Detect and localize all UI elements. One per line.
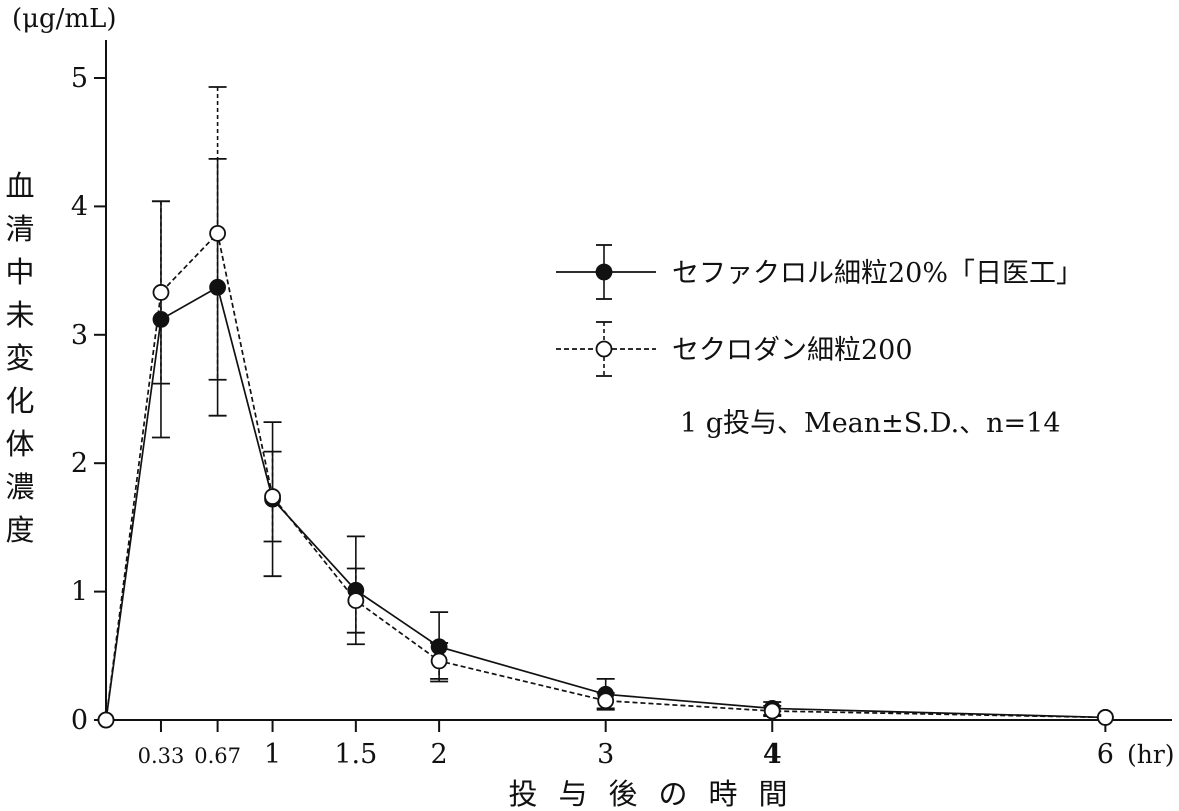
legend-item: セクロダン細粒200 xyxy=(556,321,913,377)
y-axis-label-char: 変 xyxy=(5,341,34,375)
x-axis-label-char: 与 xyxy=(558,777,587,811)
y-axis-label-char: 濃 xyxy=(5,470,34,504)
y-tick-label: 5 xyxy=(71,63,88,94)
y-tick-label: 1 xyxy=(71,577,88,608)
y-tick-label: 0 xyxy=(71,705,88,736)
x-tick-label: 2 xyxy=(431,739,448,770)
data-point xyxy=(97,711,115,729)
x-tick-label: 1.5 xyxy=(334,739,377,770)
x-axis-label-char: 間 xyxy=(758,777,787,811)
y-tick-label: 3 xyxy=(71,320,88,351)
plot-series xyxy=(97,86,1114,729)
data-point xyxy=(264,488,281,505)
y-axis-label-char: 中 xyxy=(5,255,34,289)
data-point xyxy=(597,692,615,710)
legend: セファクロル細粒20%「日医工」セクロダン細粒200 xyxy=(556,244,1083,377)
y-tick-label: 4 xyxy=(71,191,88,222)
y-axis-ticks: 0 1 2 3 4 5 xyxy=(71,63,106,736)
y-axis-label-char: 度 xyxy=(5,513,34,547)
legend-marker xyxy=(595,263,613,281)
data-point xyxy=(763,702,781,720)
y-axis-label-char: 体 xyxy=(5,427,34,461)
x-tick-label: 0.33 xyxy=(138,744,185,768)
x-tick-label: 3 xyxy=(597,739,614,770)
data-point xyxy=(209,224,226,242)
series-open xyxy=(97,86,1114,729)
y-axis-label-char: 血 xyxy=(5,169,34,203)
x-tick-label: 1 xyxy=(264,739,281,770)
x-axis-label: 投与後の時間 xyxy=(508,777,787,811)
axes xyxy=(105,40,1172,721)
legend-item: セファクロル細粒20%「日医工」 xyxy=(556,244,1083,300)
series-line xyxy=(105,231,1106,721)
y-axis-label-char: 化 xyxy=(5,384,34,418)
y-axis-label-char: 未 xyxy=(5,298,34,332)
data-point xyxy=(1096,709,1114,726)
x-axis-label-char: 時 xyxy=(708,777,737,811)
data-point xyxy=(152,284,170,301)
legend-marker xyxy=(595,340,613,358)
data-point xyxy=(347,592,365,609)
x-axis-unit-label: (hr) xyxy=(1127,740,1175,769)
annotation-text: 1 g投与、Mean±S.D.、n=14 xyxy=(680,408,1061,439)
x-tick-label: 0.67 xyxy=(194,744,241,768)
legend-label: セクロダン細粒200 xyxy=(672,335,913,366)
x-tick-label: 4 xyxy=(763,739,782,770)
x-axis-label-char: の xyxy=(658,777,687,811)
data-point xyxy=(430,652,448,670)
legend-label: セファクロル細粒20%「日医工」 xyxy=(672,258,1083,289)
y-axis-label-char: 清 xyxy=(5,212,34,246)
x-axis-label-char: 投 xyxy=(508,777,537,811)
y-tick-label: 2 xyxy=(71,448,88,479)
x-tick-label: 6 xyxy=(1097,739,1114,770)
y-axis-unit-label: (μg/mL) xyxy=(12,4,117,34)
x-axis-ticks: 0.33 0.67 1 1.5 2 3 4 6 (hr) xyxy=(138,720,1175,770)
x-axis-label-char: 後 xyxy=(608,777,637,811)
